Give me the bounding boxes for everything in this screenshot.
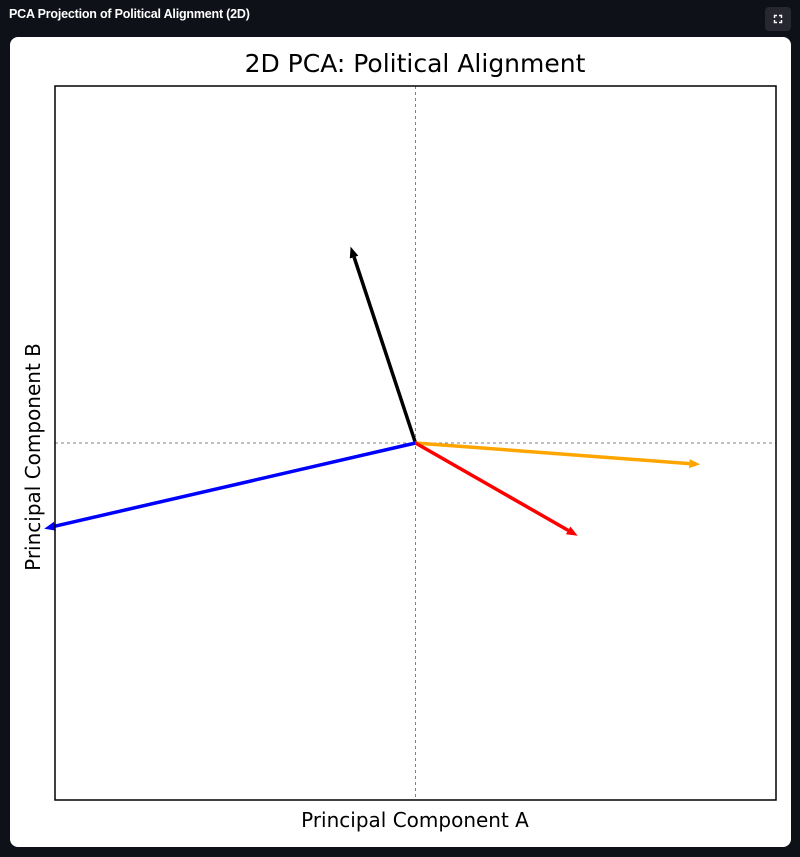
chart-card: 2D PCA: Political Alignment Principal Co… bbox=[10, 37, 791, 847]
y-axis-label: Principal Component B bbox=[21, 343, 45, 571]
plot-area bbox=[44, 85, 777, 801]
vector-arrowhead-2 bbox=[689, 459, 701, 469]
x-axis-label: Principal Component A bbox=[301, 808, 529, 832]
chart-svg: 2D PCA: Political Alignment Principal Co… bbox=[21, 49, 777, 832]
vector-arrowhead-0 bbox=[349, 246, 359, 259]
plot-frame bbox=[54, 85, 777, 801]
vector-shaft-0 bbox=[352, 256, 418, 444]
window-title: PCA Projection of Political Alignment (2… bbox=[9, 7, 250, 21]
fullscreen-button[interactable] bbox=[765, 7, 791, 31]
chart-title: 2D PCA: Political Alignment bbox=[245, 49, 586, 78]
vector-shaft-1 bbox=[54, 441, 416, 528]
vector-shaft-2 bbox=[415, 441, 690, 466]
window-header: PCA Projection of Political Alignment (2… bbox=[0, 0, 800, 34]
vector-arrowhead-1 bbox=[44, 521, 56, 531]
expand-icon bbox=[773, 14, 783, 24]
vector-shaft-3 bbox=[414, 441, 570, 532]
vector-arrowhead-3 bbox=[565, 526, 578, 536]
